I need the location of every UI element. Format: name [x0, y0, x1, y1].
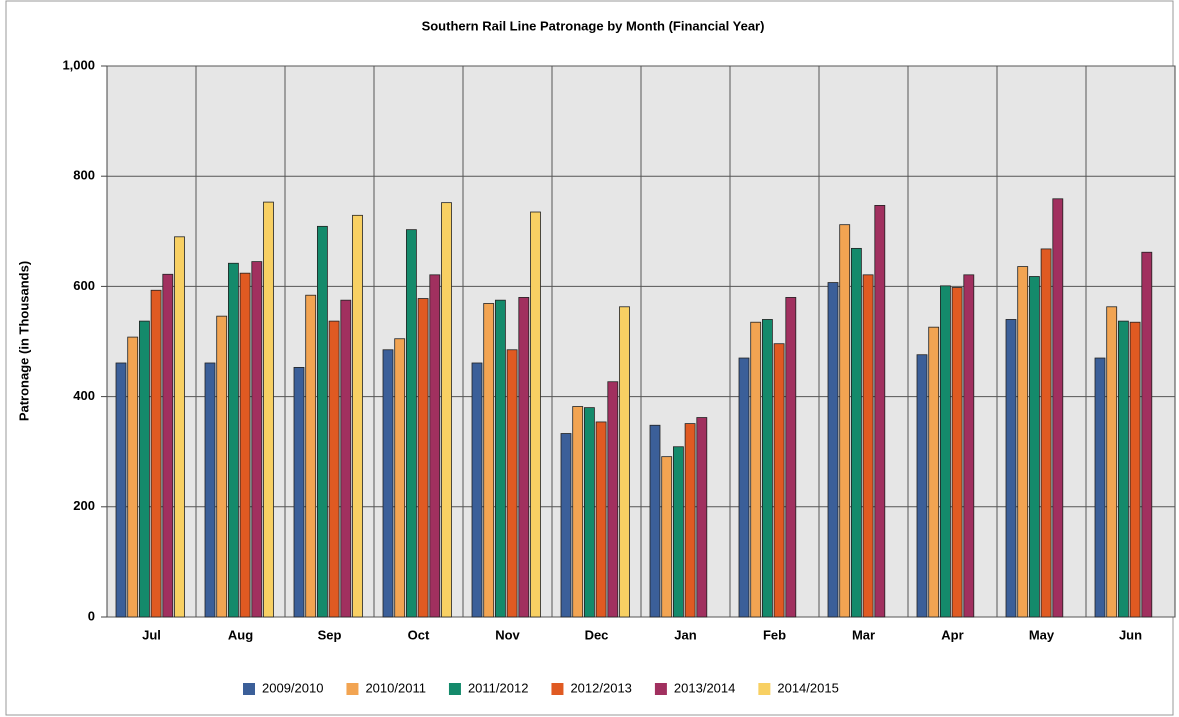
y-tick-label: 400 [73, 388, 95, 403]
bar [661, 456, 673, 618]
bar [827, 282, 839, 618]
bar [483, 303, 495, 618]
bar [251, 261, 263, 618]
y-tick-label: 1,000 [62, 57, 95, 72]
bar [862, 274, 874, 618]
bar [239, 272, 251, 618]
legend-swatch [551, 683, 564, 695]
x-tick-label: Jun [1119, 627, 1142, 642]
legend-label: 2012/2013 [570, 680, 631, 695]
bar [471, 362, 483, 618]
bar [405, 229, 417, 618]
bar [773, 343, 785, 618]
legend-swatch [243, 683, 255, 695]
bar [429, 274, 441, 618]
bar [673, 446, 684, 618]
bar [916, 354, 928, 618]
bar [928, 326, 940, 618]
bar [506, 349, 518, 618]
legend-swatch [654, 683, 667, 695]
bar [382, 349, 394, 618]
bar [1141, 251, 1153, 618]
legend-label: 2013/2014 [674, 680, 735, 695]
x-tick-label: Dec [585, 627, 609, 642]
bar [305, 294, 317, 618]
chart-title: Southern Rail Line Patronage by Month (F… [422, 18, 765, 33]
legend-swatch [346, 683, 359, 695]
bar [227, 262, 239, 618]
x-tick-label: Apr [941, 627, 963, 642]
bar [518, 297, 530, 618]
bar [352, 214, 363, 618]
x-tick-label: Feb [763, 627, 786, 642]
x-tick-label: Oct [408, 627, 430, 642]
bar [150, 289, 162, 618]
bar [595, 421, 607, 618]
bar [293, 366, 305, 618]
y-tick-label: 600 [73, 278, 95, 293]
bar [394, 338, 406, 618]
x-tick-label: Aug [228, 627, 253, 642]
bar [762, 319, 773, 618]
bar [127, 336, 139, 618]
bar [572, 406, 584, 618]
bar [696, 417, 708, 618]
bar [738, 357, 750, 618]
bar [340, 299, 352, 618]
bar [951, 287, 963, 618]
bar [785, 297, 797, 618]
bar [1129, 321, 1141, 618]
legend-label: 2009/2010 [262, 680, 323, 695]
x-tick-label: Mar [852, 627, 875, 642]
bar [940, 285, 951, 618]
bar [839, 224, 851, 618]
bar [560, 433, 572, 618]
bar [607, 381, 619, 618]
y-tick-label: 0 [88, 608, 95, 623]
bar [619, 306, 630, 618]
bar [1106, 306, 1118, 618]
legend-swatch [758, 683, 771, 695]
y-tick-label: 800 [73, 168, 95, 183]
x-tick-label: Jan [674, 627, 696, 642]
bar [584, 407, 595, 618]
bar [162, 273, 174, 618]
bar [328, 320, 340, 618]
bar [204, 362, 216, 618]
bar [216, 315, 228, 618]
bar [530, 211, 541, 618]
bar [1118, 320, 1129, 618]
y-axis-label: Patronage (in Thousands) [16, 261, 31, 421]
x-tick-label: Nov [495, 627, 520, 642]
bar [115, 362, 127, 618]
bar [874, 205, 886, 618]
bar [174, 236, 185, 618]
bar [684, 423, 696, 618]
bar [649, 424, 661, 618]
bar [851, 247, 862, 618]
legend-swatch [448, 683, 461, 695]
bar [1029, 276, 1040, 618]
bar [750, 321, 762, 618]
bar [1005, 319, 1017, 618]
bar [417, 298, 429, 618]
bar [1094, 357, 1106, 618]
legend-label: 2010/2011 [365, 680, 426, 695]
x-tick-label: Jul [142, 627, 161, 642]
bar [1017, 266, 1029, 618]
bar [138, 320, 150, 618]
bar [1040, 248, 1052, 618]
y-tick-label: 200 [73, 498, 95, 513]
bar [494, 299, 506, 618]
bar [263, 201, 274, 618]
bar [1052, 198, 1064, 618]
legend-label: 2014/2015 [777, 680, 838, 695]
x-tick-label: Sep [318, 627, 342, 642]
bar [441, 202, 452, 618]
bar [316, 225, 328, 618]
bar [963, 274, 975, 618]
legend-label: 2011/2012 [468, 680, 529, 695]
x-tick-label: May [1029, 627, 1055, 642]
